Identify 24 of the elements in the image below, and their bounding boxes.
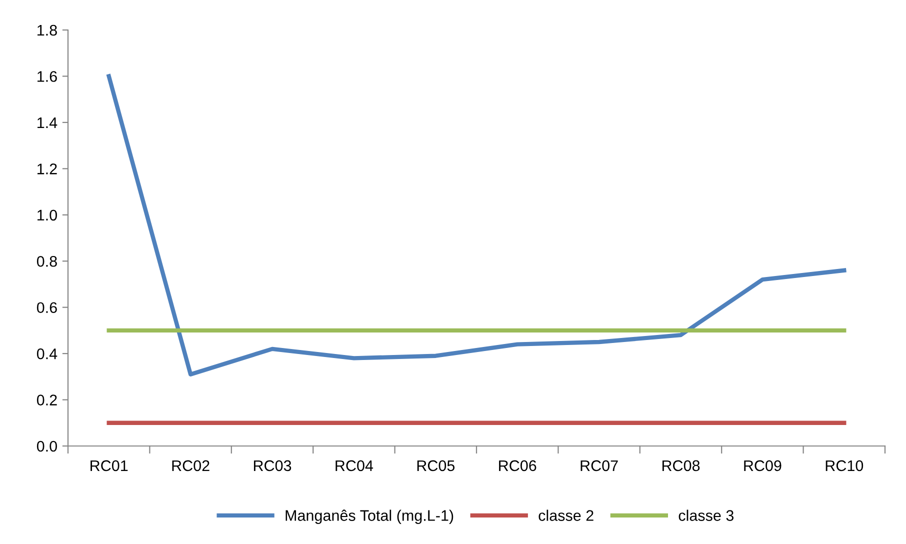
- x-tick-label: RC06: [499, 460, 536, 472]
- x-tick-label: RC03: [254, 460, 292, 472]
- x-tick-label: RC08: [662, 460, 700, 472]
- y-tick-label: 0.2: [36, 394, 57, 406]
- legend-label: classe 2: [538, 510, 594, 521]
- x-tick-label: RC01: [90, 460, 128, 472]
- legend-label: classe 3: [678, 510, 734, 521]
- x-tick-label: RC09: [744, 460, 782, 472]
- x-tick-label: RC07: [580, 460, 618, 472]
- x-tick-label: RC05: [417, 460, 455, 472]
- x-tick-label: RC02: [172, 460, 210, 472]
- y-tick-label: 1.8: [38, 24, 57, 36]
- y-tick-label: 1.6: [38, 71, 57, 82]
- legend-label: Manganês Total (mg.L-1): [286, 510, 454, 524]
- y-tick-label: 0.4: [36, 348, 58, 360]
- x-tick-label: RC04: [336, 460, 374, 472]
- x-tick-label: RC10: [826, 460, 864, 472]
- y-tick-label: 1.0: [38, 210, 57, 221]
- y-tick-label: 1.4: [38, 117, 58, 128]
- y-tick-label: 0.6: [36, 302, 57, 314]
- y-tick-label: 0.8: [36, 256, 57, 267]
- y-tick-label: 0.0: [36, 440, 57, 452]
- y-tick-label: 1.2: [38, 164, 57, 174]
- line-series: [106, 74, 846, 376]
